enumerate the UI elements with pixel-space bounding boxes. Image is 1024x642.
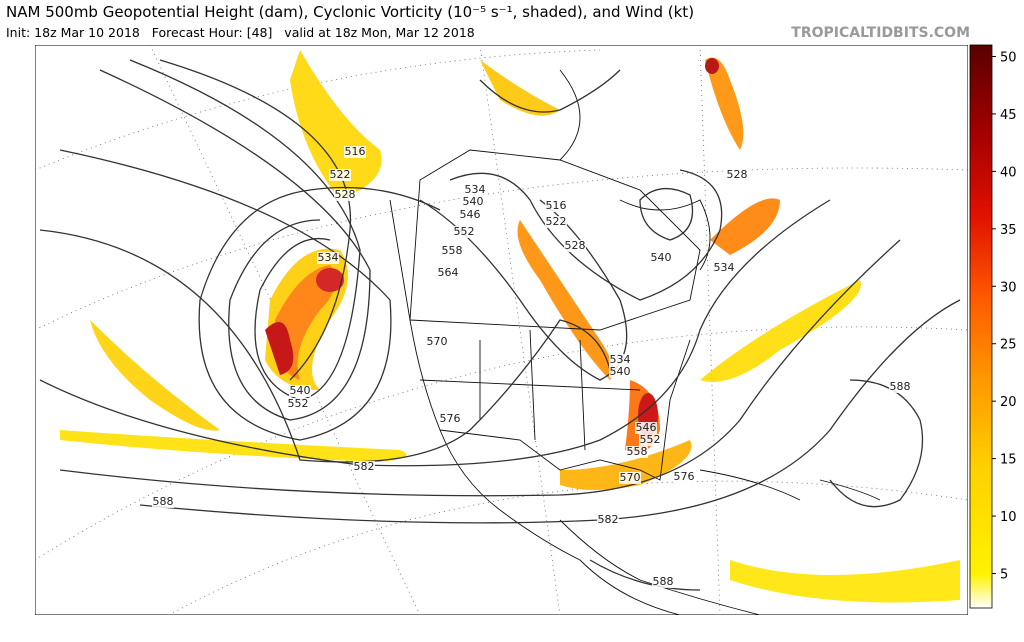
contour-label: 534 <box>610 353 631 366</box>
contour-label-bg <box>597 514 619 526</box>
contour-label: 582 <box>598 513 619 526</box>
contour-label-bg <box>639 434 661 446</box>
contour-label-bg <box>726 169 748 181</box>
contour-label: 540 <box>610 365 631 378</box>
colorbar-tick-label: 50 <box>1000 50 1017 65</box>
colorbar-tick-label: 25 <box>1000 338 1017 353</box>
contour-label-bg <box>441 245 463 257</box>
contour-label: 588 <box>653 575 674 588</box>
contour-label: 528 <box>335 188 356 201</box>
contour-label-bg <box>459 209 481 221</box>
contour-label-bg <box>609 354 631 366</box>
colorbar-tick-label: 30 <box>1000 280 1017 295</box>
contour-label-bg <box>329 169 351 181</box>
colorbar-tick-label: 35 <box>1000 223 1017 238</box>
contour-label-bg <box>152 496 174 508</box>
contour-label: 522 <box>546 215 567 228</box>
height-contours <box>39 59 961 591</box>
contour-label: 516 <box>546 199 567 212</box>
contour-label-bg <box>464 184 486 196</box>
contour-label-bg <box>334 189 356 201</box>
coastlines <box>389 69 881 615</box>
contour-label: 534 <box>714 261 735 274</box>
contour-label: 516 <box>345 145 366 158</box>
contour-label: 582 <box>354 460 375 473</box>
contour-label: 552 <box>454 225 475 238</box>
contour-label: 528 <box>565 239 586 252</box>
colorbar-tick-label: 40 <box>1000 165 1017 180</box>
contour-label: 552 <box>288 397 309 410</box>
contour-label-bg <box>609 366 631 378</box>
contour-label: 540 <box>290 384 311 397</box>
contour-label: 534 <box>318 251 339 264</box>
title: NAM 500mb Geopotential Height (dam), Cyc… <box>6 3 694 21</box>
contour-label-bg <box>289 385 311 397</box>
contour-label: 552 <box>640 433 661 446</box>
contour-label-bg <box>635 422 657 434</box>
contour-label-bg <box>545 200 567 212</box>
contour-label-bg <box>564 240 586 252</box>
contour-label: 576 <box>674 470 695 483</box>
contour-label-bg <box>673 471 695 483</box>
colorbar-tick-label: 45 <box>1000 108 1017 123</box>
contour-label-bg <box>344 146 366 158</box>
contour-label: 546 <box>636 421 657 434</box>
colorbar-tick-label: 15 <box>1000 453 1017 468</box>
contour-label-bg <box>650 252 672 264</box>
contour-label-bg <box>545 216 567 228</box>
contour-label-bg <box>439 413 461 425</box>
contour-label: 558 <box>627 445 648 458</box>
colorbar-tick-label: 10 <box>1000 510 1017 525</box>
colorbar-tick-label: 5 <box>1000 568 1008 583</box>
contour-label: 522 <box>330 168 351 181</box>
contour-label-bg <box>317 252 339 264</box>
contour-label-bg <box>426 336 448 348</box>
contour-label: 564 <box>438 266 459 279</box>
colorbar <box>969 44 993 609</box>
contour-label-bg <box>287 398 309 410</box>
subtitle: Init: 18z Mar 10 2018 Forecast Hour: [48… <box>6 25 475 40</box>
colorbar-tick-label: 20 <box>1000 395 1017 410</box>
contour-label-bg <box>626 446 648 458</box>
contour-label-bg <box>453 226 475 238</box>
contour-label: 534 <box>465 183 486 196</box>
contour-label: 588 <box>890 380 911 393</box>
colorbar-ticks: 5 10 15 20 25 30 35 40 45 50 <box>992 50 1017 583</box>
site-credit: TROPICALTIDBITS.COM <box>791 25 970 41</box>
contour-label: 570 <box>620 471 641 484</box>
contour-label: 576 <box>440 412 461 425</box>
contour-label-bg <box>652 576 674 588</box>
contour-label-bg <box>889 381 911 393</box>
contour-label: 540 <box>463 195 484 208</box>
contour-label-bg <box>713 262 735 274</box>
contour-label: 570 <box>427 335 448 348</box>
contour-label-bg <box>437 267 459 279</box>
contour-label-bg <box>353 461 375 473</box>
contour-label-bg <box>619 472 641 484</box>
contour-label: 546 <box>460 208 481 221</box>
contour-label: 558 <box>442 244 463 257</box>
contour-label: 528 <box>727 168 748 181</box>
contour-label-bg <box>462 196 484 208</box>
contour-label: 540 <box>651 251 672 264</box>
contour-label: 588 <box>153 495 174 508</box>
